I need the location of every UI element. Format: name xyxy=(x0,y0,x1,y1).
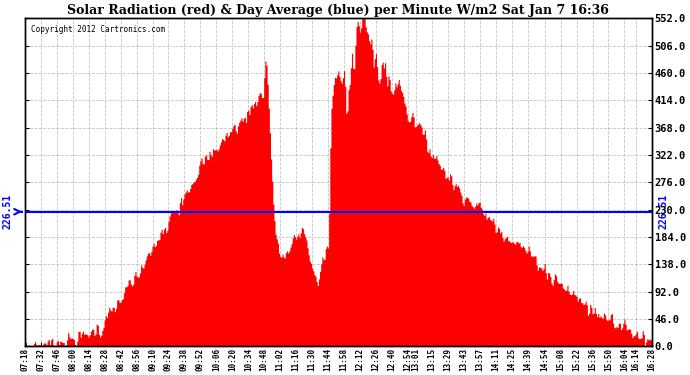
Title: Solar Radiation (red) & Day Average (blue) per Minute W/m2 Sat Jan 7 16:36: Solar Radiation (red) & Day Average (blu… xyxy=(68,4,609,17)
Text: Copyright 2012 Cartronics.com: Copyright 2012 Cartronics.com xyxy=(31,25,166,34)
Text: 226.51: 226.51 xyxy=(658,194,668,230)
Text: 226.51: 226.51 xyxy=(2,194,12,230)
